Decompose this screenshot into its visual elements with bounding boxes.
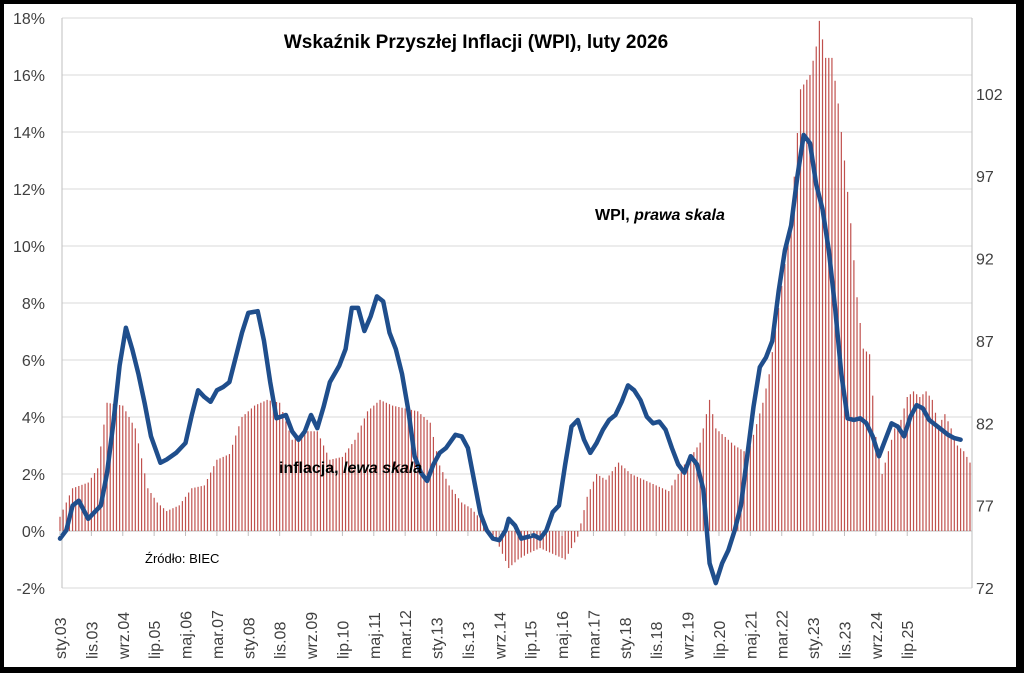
- x-tick-label: maj.11: [367, 612, 384, 659]
- x-tick-label: lip.25: [900, 621, 917, 659]
- x-tick-label: lip.20: [712, 621, 729, 659]
- left-tick-label: 14%: [13, 125, 45, 142]
- wpi-annotation-text: WPI,: [595, 207, 634, 224]
- left-tick-label: 0%: [22, 524, 45, 541]
- x-tick-label: maj.06: [179, 611, 196, 659]
- x-tick-label: lip.15: [524, 621, 541, 659]
- inflation-annotation: inflacja, lewa skala: [279, 460, 422, 477]
- left-tick-label: 8%: [22, 296, 45, 313]
- left-tick-label: 2%: [22, 467, 45, 484]
- right-tick-label: 77: [976, 499, 994, 516]
- x-tick-label: mar.17: [586, 610, 603, 659]
- chart-canvas: -2% 0% 2% 4% 6% 8% 10% 12% 14% 16% 18% 72 77 82 87 92 9…: [4, 4, 1016, 667]
- x-tick-label: lip.05: [147, 621, 164, 659]
- right-tick-label: 72: [976, 581, 994, 598]
- chart-svg: -2% 0% 2% 4% 6% 8% 10% 12% 14% 16% 18% 72 77 82 87 92 9…: [13, 11, 1003, 660]
- left-tick-label: 16%: [13, 68, 45, 85]
- x-tick-label: lis.18: [649, 622, 666, 659]
- x-tick-label: lis.23: [837, 622, 854, 659]
- right-tick-label: 82: [976, 416, 994, 433]
- wpi-annotation-italic: prawa skala: [633, 207, 725, 224]
- x-tick-label: sty.13: [430, 617, 447, 659]
- x-axis-ticks: sty.03 lis.03 wrz.04 lip.05 maj.06 mar.07 sty.…: [53, 531, 917, 660]
- left-tick-label: 10%: [13, 239, 45, 256]
- inflation-annotation-italic: lewa skala: [343, 460, 422, 477]
- x-tick-label: sty.18: [618, 617, 635, 659]
- x-tick-label: sty.08: [241, 617, 258, 659]
- x-tick-label: wrz.14: [492, 612, 509, 660]
- right-tick-label: 97: [976, 169, 994, 186]
- right-tick-label: 92: [976, 252, 994, 269]
- x-tick-label: mar.22: [775, 610, 792, 659]
- right-tick-label: 102: [976, 87, 1003, 104]
- x-tick-label: wrz.24: [869, 612, 886, 660]
- right-axis-ticks: 72 77 82 87 92 97 102: [976, 87, 1003, 598]
- left-tick-label: 18%: [13, 11, 45, 28]
- x-tick-label: maj.21: [743, 611, 760, 659]
- left-tick-label: -2%: [17, 581, 45, 598]
- wpi-line-group: [57, 132, 963, 586]
- x-tick-label: wrz.09: [304, 612, 321, 660]
- wpi-annotation: WPI, prawa skala: [595, 207, 725, 224]
- x-tick-label: wrz.19: [681, 612, 698, 660]
- x-tick-label: sty.03: [53, 617, 70, 659]
- x-tick-label: maj.16: [555, 611, 572, 659]
- x-tick-label: lis.13: [461, 622, 478, 659]
- wpi-line: [57, 132, 963, 586]
- left-tick-label: 4%: [22, 410, 45, 427]
- right-tick-label: 87: [976, 334, 994, 351]
- x-tick-label: lis.03: [84, 622, 101, 659]
- x-tick-label: sty.23: [806, 617, 823, 659]
- x-tick-label: mar.12: [398, 610, 415, 659]
- left-tick-label: 12%: [13, 182, 45, 199]
- x-tick-label: lis.08: [273, 622, 290, 659]
- inflation-annotation-text: inflacja,: [279, 460, 343, 477]
- chart-title: Wskaźnik Przyszłej Inflacji (WPI), luty …: [284, 32, 668, 53]
- left-axis-ticks: -2% 0% 2% 4% 6% 8% 10% 12% 14% 16% 18%: [13, 11, 45, 598]
- left-tick-label: 6%: [22, 353, 45, 370]
- source-note: Źródło: BIEC: [145, 551, 219, 566]
- x-tick-label: lip.10: [335, 621, 352, 659]
- x-tick-label: wrz.04: [116, 612, 133, 660]
- x-tick-label: mar.07: [210, 610, 227, 659]
